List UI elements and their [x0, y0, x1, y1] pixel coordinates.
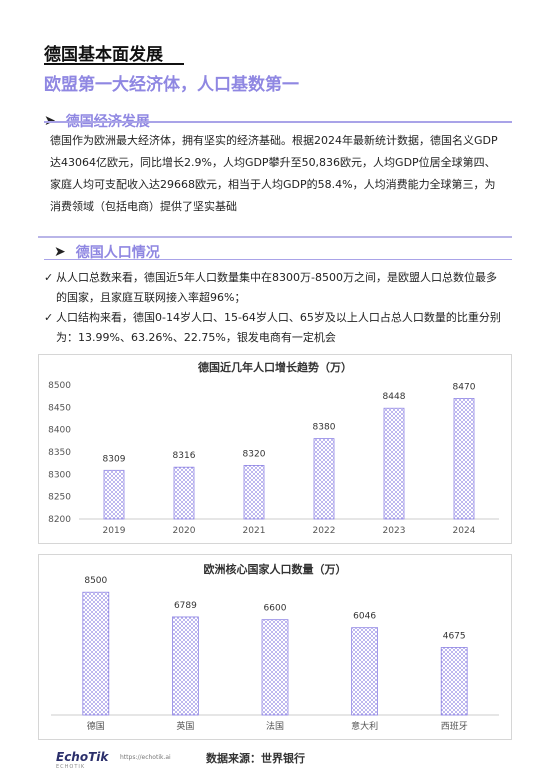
data-label: 8320	[243, 449, 266, 459]
x-tick-label: 2023	[383, 526, 406, 536]
chevron-right-icon: ➤	[54, 244, 66, 260]
section-heading-population-label: 德国人口情况	[75, 245, 160, 261]
population-bullets: ✓ 从人口总数来看，德国近5年人口数量集中在8300万-8500万之间，是欧盟人…	[44, 268, 504, 348]
check-icon: ✓	[44, 271, 54, 284]
economy-paragraph: 德国作为欧洲最大经济体，拥有坚实的经济基础。根据2024年最新统计数据，德国名义…	[50, 134, 498, 213]
chart-title: 德国近几年人口增长趋势（万）	[197, 360, 352, 374]
x-tick-label: 2024	[453, 526, 476, 536]
footer: EchoTik ECHOTIK https://echotik.ai 数据来源：…	[0, 744, 540, 774]
data-label: 6046	[353, 612, 376, 622]
bar	[351, 627, 379, 716]
y-tick-label: 8250	[48, 493, 71, 503]
data-label: 6789	[174, 601, 197, 611]
section-heading-population: ➤ 德国人口情况	[54, 242, 160, 262]
data-label: 8448	[383, 392, 406, 402]
bar	[261, 619, 289, 716]
y-tick-label: 8300	[48, 470, 71, 480]
x-tick-label: 西班牙	[441, 720, 468, 732]
data-label: 8500	[84, 576, 107, 586]
x-tick-label: 2021	[243, 526, 266, 536]
y-tick-label: 8500	[48, 381, 71, 391]
bar	[453, 398, 475, 520]
list-item: ✓ 从人口总数来看，德国近5年人口数量集中在8300万-8500万之间，是欧盟人…	[44, 268, 504, 308]
section-divider-population	[44, 259, 512, 260]
data-label: 6600	[264, 604, 287, 614]
bar	[383, 407, 405, 520]
paragraph-divider	[38, 236, 512, 238]
x-tick-label: 法国	[266, 720, 284, 732]
chart-europe-population-svg: 欧洲核心国家人口数量（万） 8500 德国 6789 英国 6600 法国 6046 意大利 4…	[51, 562, 499, 732]
chart-europe-population: 欧洲核心国家人口数量（万） 8500 德国 6789 英国 6600 法国 6046 意大利 4…	[38, 554, 512, 740]
chart-population-trend: 德国近几年人口增长趋势（万） 8200 8250 8300 8350 8400 8450 8…	[38, 354, 512, 544]
check-icon: ✓	[44, 311, 54, 324]
list-item: ✓ 人口结构来看，德国0-14岁人口、15-64岁人口、65岁及以上人口占总人口…	[44, 308, 504, 348]
logo: EchoTik	[56, 750, 109, 764]
bar	[313, 438, 335, 520]
logo-subtext: ECHOTIK	[56, 764, 86, 770]
section-divider-economy	[44, 121, 512, 123]
title-underline	[44, 63, 184, 65]
chart-population-trend-svg: 德国近几年人口增长趋势（万） 8200 8250 8300 8350 8400 8450 8…	[48, 360, 499, 536]
bullet-text: 从人口总数来看，德国近5年人口数量集中在8300万-8500万之间，是欧盟人口总…	[56, 271, 497, 304]
data-label: 8316	[173, 451, 196, 461]
y-tick-label: 8350	[48, 448, 71, 458]
x-tick-label: 意大利	[351, 720, 378, 732]
x-tick-label: 德国	[87, 720, 105, 732]
y-tick-label: 8200	[48, 515, 71, 525]
bullet-text: 人口结构来看，德国0-14岁人口、15-64岁人口、65岁及以上人口占总人口数量…	[56, 311, 501, 344]
bar	[171, 616, 199, 716]
x-tick-label: 2022	[313, 526, 336, 536]
y-tick-label: 8400	[48, 426, 71, 436]
x-tick-label: 英国	[176, 720, 194, 732]
data-label: 8380	[313, 423, 336, 433]
data-label: 4675	[443, 631, 466, 641]
data-source: 数据来源：世界银行	[206, 752, 305, 765]
page-title: 德国基本面发展	[44, 45, 163, 65]
bar	[243, 465, 265, 520]
data-label: 8470	[453, 382, 476, 392]
data-label: 8309	[103, 454, 126, 464]
y-tick-label: 8450	[48, 403, 71, 413]
bar	[440, 647, 468, 716]
page-subtitle: 欧盟第一大经济体，人口基数第一	[44, 75, 299, 95]
bar	[103, 469, 125, 520]
x-tick-label: 2020	[173, 526, 196, 536]
x-tick-label: 2019	[103, 526, 126, 536]
bar	[82, 591, 110, 716]
website-url: https://echotik.ai	[120, 754, 171, 761]
chart-title: 欧洲核心国家人口数量（万）	[204, 562, 347, 576]
bar	[173, 466, 195, 520]
